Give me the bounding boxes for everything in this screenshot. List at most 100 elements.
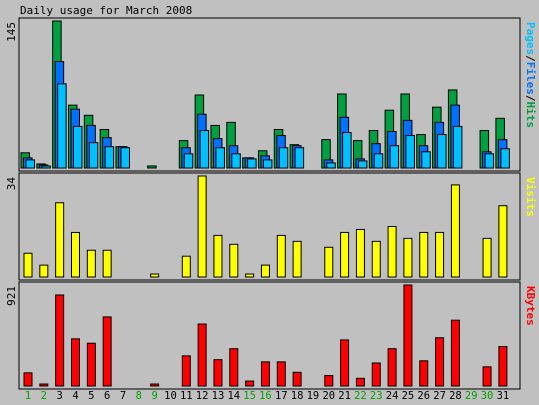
bar-pages [104,146,115,169]
bar-visits [419,231,429,278]
bar-visits [387,226,397,278]
bar-visits [86,249,96,278]
legend: Visits [524,177,537,217]
bar-pages [247,158,257,169]
x-tick-label: 15 [243,390,256,402]
bar-pages [88,142,99,169]
bar-pages [484,153,495,169]
y-max-label: 34 [5,177,18,191]
panel-hits-files-pages: 145 Pages/Files/Hits [5,17,537,172]
x-tick-label: 17 [275,390,288,402]
legend-entry: KBytes [524,286,537,326]
x-tick-label: 6 [104,390,110,402]
panel-visits: 34 Visits [5,172,537,281]
bar-pages [452,125,463,169]
x-tick-label: 29 [465,390,478,402]
panel-kbytes: 921 KBytes [5,281,537,390]
x-tick-label: 20 [322,390,335,402]
bar-pages [421,151,431,169]
bar-pages [357,160,368,169]
x-tick-label: 21 [338,390,351,402]
bar-pages [294,147,305,169]
bar-visits [245,273,255,278]
bar-kbytes [324,375,334,387]
bar-kbytes [403,284,413,387]
x-tick-label: 14 [227,390,240,402]
bar-kbytes [387,348,397,387]
bar-pages [231,153,241,169]
bar-kbytes [23,372,33,387]
x-tick-label: 1 [25,390,31,402]
legend-entry: Files [524,62,537,95]
x-tick-label: 19 [307,390,320,402]
bar-kbytes [229,348,239,387]
bar-visits [197,175,207,278]
bar-pages [373,153,384,169]
bar-kbytes [276,361,286,387]
bar-pages [183,153,194,169]
legend-entry: Visits [524,177,537,217]
bar-kbytes [197,323,207,387]
bar-kbytes [340,339,350,387]
bar-visits [498,205,508,278]
x-tick-label: 9 [151,390,157,402]
bar-pages [57,83,67,169]
bar-kbytes [435,337,445,387]
bar-kbytes [150,383,160,387]
bar-visits [324,246,334,278]
legend-entry: Hits [524,102,537,129]
bar-pages [120,147,130,169]
bar-kbytes [55,294,65,387]
legend: Pages/Files/Hits [524,22,537,128]
legend-entry: Pages [524,22,537,55]
bar-kbytes [86,342,96,387]
x-tick-label: 3 [56,390,62,402]
x-tick-label: 7 [120,390,126,402]
bar-visits [482,237,492,278]
x-tick-label: 25 [402,390,415,402]
bar-kbytes [245,380,255,387]
bar-visits [260,264,270,278]
x-tick-label: 11 [180,390,193,402]
bar-visits [403,237,413,278]
bar-visits [355,228,365,278]
bar-pages [25,159,35,169]
legend-entry: / [524,95,537,102]
bar-kbytes [213,359,223,387]
bar-pages [437,134,447,169]
x-tick-label: 4 [72,390,78,402]
bar-kbytes [70,338,80,387]
legend: KBytes [524,286,537,326]
bar-visits [102,249,112,278]
bar-pages [199,129,210,169]
chart-title: Daily usage for March 2008 [20,4,192,17]
x-tick-label: 12 [196,390,209,402]
y-max-label: 921 [5,286,18,306]
y-max-label: 145 [5,22,18,42]
bar-pages [326,162,336,169]
bar-visits [39,264,49,278]
x-tick-label: 28 [449,390,462,402]
x-tick-label: 16 [259,390,272,402]
bar-kbytes [39,383,49,387]
bar-visits [371,240,381,278]
bar-pages [72,125,83,169]
x-tick-label: 31 [497,390,510,402]
x-tick-label: 23 [370,390,383,402]
bar-pages [500,148,510,169]
x-tick-label: 10 [164,390,177,402]
bar-kbytes [260,361,270,387]
bar-pages [262,159,273,169]
bar-visits [340,231,350,278]
bar-kbytes [498,346,508,387]
bar-pages [342,132,352,169]
bar-visits [23,252,33,278]
legend-entry: / [524,55,537,62]
bar-pages [278,147,289,169]
bar-pages [389,145,400,169]
bar-pages [41,165,51,169]
bar-visits [181,255,191,278]
x-tick-label: 24 [386,390,399,402]
